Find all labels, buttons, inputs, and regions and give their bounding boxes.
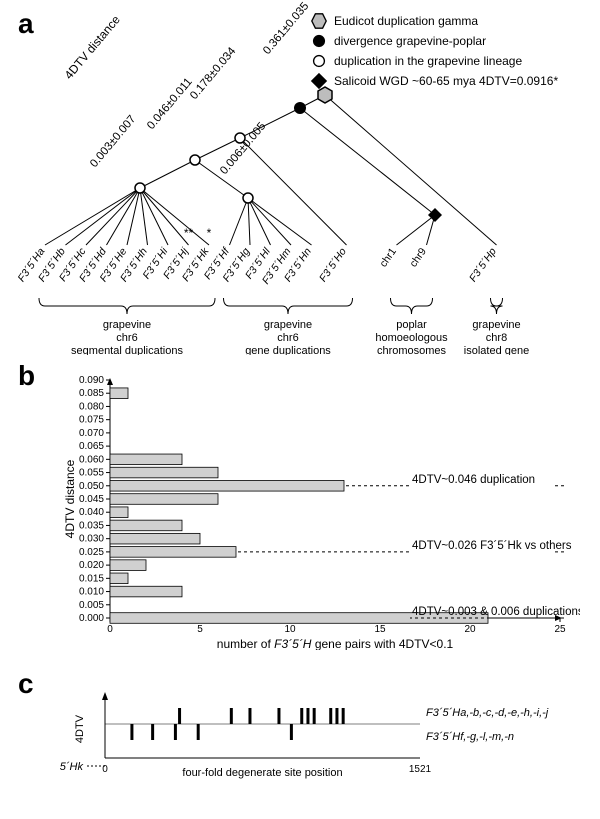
legend-text: Salicoid WGD ~60-65 mya 4DTV=0.0916* <box>334 74 558 88</box>
svg-text:0.010: 0.010 <box>79 587 104 598</box>
legend-text: duplication in the grapevine lineage <box>334 54 522 68</box>
svg-text:**: ** <box>184 226 194 240</box>
svg-text:grapevine: grapevine <box>472 319 520 331</box>
svg-text:0.035: 0.035 <box>79 520 104 531</box>
svg-text:homoeologous: homoeologous <box>375 332 448 344</box>
svg-text:20: 20 <box>464 624 476 635</box>
svg-text:F3´5´Hf,-g,-l,-m,-n: F3´5´Hf,-g,-l,-m,-n <box>426 731 514 743</box>
svg-text:F3´5´Ha,-b,-c,-d,-e,-h,-i,-j: F3´5´Ha,-b,-c,-d,-e,-h,-i,-j <box>426 707 549 719</box>
svg-text:4DTV distance: 4DTV distance <box>63 459 77 538</box>
svg-text:chromosomes: chromosomes <box>377 345 447 355</box>
svg-text:0.075: 0.075 <box>79 415 104 426</box>
svg-text:0.003±0.007: 0.003±0.007 <box>88 113 138 170</box>
svg-text:0.006±0.005: 0.006±0.005 <box>218 120 268 177</box>
svg-text:25: 25 <box>554 624 566 635</box>
svg-text:chr9: chr9 <box>407 246 429 270</box>
svg-text:4DTV distance: 4DTV distance <box>62 12 124 82</box>
svg-text:grapevine: grapevine <box>103 319 151 331</box>
svg-text:15: 15 <box>374 624 386 635</box>
svg-text:0.046±0.011: 0.046±0.011 <box>145 76 195 132</box>
svg-text:0.070: 0.070 <box>79 428 104 439</box>
svg-text:0.020: 0.020 <box>79 560 104 571</box>
svg-text:0.361±0.035: 0.361±0.035 <box>261 0 311 57</box>
svg-text:0.178±0.034: 0.178±0.034 <box>188 45 239 102</box>
svg-text:0.085: 0.085 <box>79 388 104 399</box>
svg-text:4DTV~0.046 duplication: 4DTV~0.046 duplication <box>412 474 535 486</box>
legend-item: Salicoid WGD ~60-65 mya 4DTV=0.0916* <box>310 72 590 90</box>
legend-item: Eudicot duplication gamma <box>310 12 590 30</box>
svg-text:number of F3´5´H gene pairs wi: number of F3´5´H gene pairs with 4DTV<0.… <box>217 637 454 650</box>
svg-text:4DTV~0.026 F3´5´Hk vs others: 4DTV~0.026 F3´5´Hk vs others <box>412 540 572 552</box>
svg-text:0.030: 0.030 <box>79 534 104 545</box>
panel-c-chart: 4DTV F3´5´Ha,-b,-c,-d,-e,-h,-i,-j F3´5´Hf,… <box>60 680 580 800</box>
svg-text:1521: 1521 <box>409 764 432 775</box>
svg-text:5: 5 <box>197 624 203 635</box>
svg-text:*: * <box>207 226 212 240</box>
svg-text:4DTV: 4DTV <box>74 714 86 743</box>
filled-circle-icon <box>310 32 328 50</box>
diamond-icon <box>310 72 328 90</box>
panel-c-label: c <box>18 668 34 700</box>
svg-text:chr6: chr6 <box>116 332 137 344</box>
hexagon-icon <box>310 12 328 30</box>
svg-text:0.000: 0.000 <box>79 613 104 624</box>
svg-text:0.045: 0.045 <box>79 494 104 505</box>
legend-text: Eudicot duplication gamma <box>334 14 478 28</box>
legend-item: duplication in the grapevine lineage <box>310 52 590 70</box>
svg-text:0.090: 0.090 <box>79 375 104 386</box>
svg-text:segmental duplications: segmental duplications <box>71 345 183 355</box>
panel-b-chart: 0.000 0.005 0.010 0.015 0.020 0.025 0.030 0.035… <box>60 370 580 650</box>
svg-text:four-fold degenerate site posi: four-fold degenerate site position <box>182 767 342 779</box>
svg-text:chr1: chr1 <box>377 246 399 270</box>
svg-text:0.080: 0.080 <box>79 401 104 412</box>
legend-item: divergence grapevine-poplar <box>310 32 590 50</box>
panel-a-legend: Eudicot duplication gamma divergence grap… <box>310 12 590 92</box>
svg-text:isolated gene: isolated gene <box>464 345 529 355</box>
open-circle-icon <box>310 52 328 70</box>
svg-text:0.005: 0.005 <box>79 600 104 611</box>
figure-root: a 4DTV distance0.361±0.0350.178±0.0340.0… <box>0 0 600 819</box>
svg-text:0.040: 0.040 <box>79 507 104 518</box>
svg-text:4DTV~0.003 & 0.006 duplication: 4DTV~0.003 & 0.006 duplications <box>412 606 580 618</box>
svg-text:grapevine: grapevine <box>264 319 312 331</box>
svg-text:0: 0 <box>102 764 108 775</box>
svg-text:chr8: chr8 <box>486 332 507 344</box>
svg-text:0.015: 0.015 <box>79 573 104 584</box>
svg-text:0.065: 0.065 <box>79 441 104 452</box>
svg-text:gene duplications: gene duplications <box>245 345 331 355</box>
svg-text:0.025: 0.025 <box>79 547 104 558</box>
panel-b-label: b <box>18 360 35 392</box>
svg-text:10: 10 <box>284 624 296 635</box>
svg-text:0.050: 0.050 <box>79 481 104 492</box>
legend-text: divergence grapevine-poplar <box>334 34 486 48</box>
svg-text:F3´5´Ho: F3´5´Ho <box>317 246 349 285</box>
svg-text:F3´5´Hp: F3´5´Hp <box>467 246 499 285</box>
svg-text:0.060: 0.060 <box>79 454 104 465</box>
svg-text:F3´5´Hk: F3´5´Hk <box>60 761 83 773</box>
svg-text:0.055: 0.055 <box>79 468 104 479</box>
svg-text:chr6: chr6 <box>277 332 298 344</box>
svg-text:0: 0 <box>107 624 113 635</box>
svg-text:poplar: poplar <box>396 319 427 331</box>
